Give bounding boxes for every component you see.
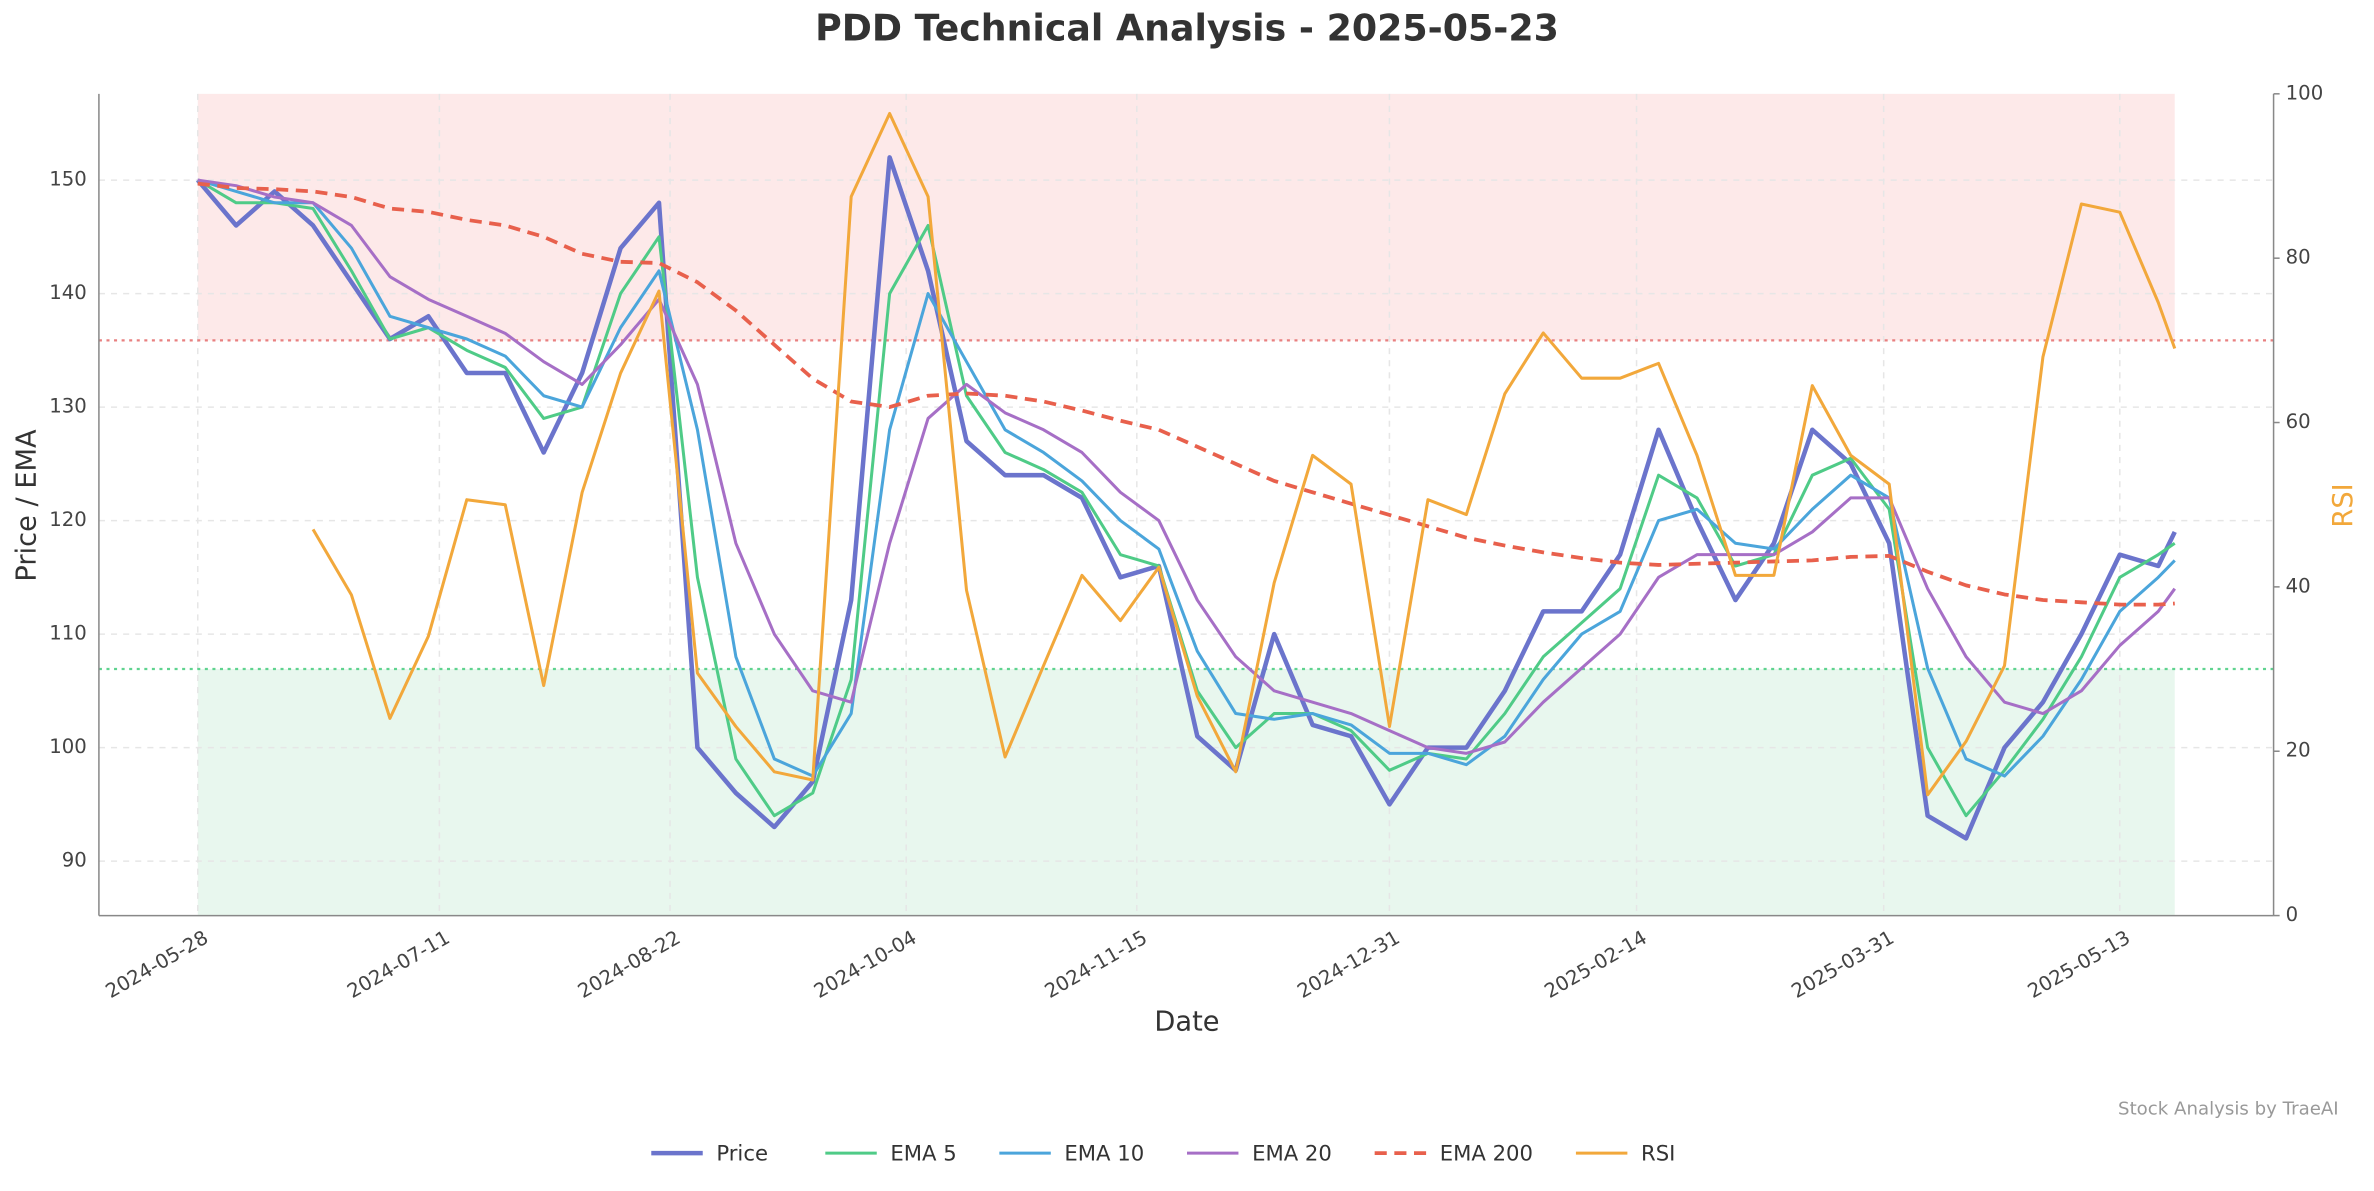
y2-axis-label: RSI [2328, 483, 2359, 527]
legend-label: EMA 20 [1252, 1141, 1332, 1166]
x-tick-label: 2024-12-31 [1293, 926, 1403, 1003]
y2-tick-label: 60 [2286, 410, 2311, 433]
y-axis-label: Price / EMA [11, 429, 42, 582]
legend-label: EMA 10 [1064, 1141, 1144, 1166]
y-tick-label: 120 [49, 508, 87, 531]
series-line [197, 178, 2176, 755]
x-tick-label: 2024-07-11 [343, 926, 453, 1003]
y-tick-label: 110 [49, 622, 87, 645]
watermark: Stock Analysis by TraeAI [2118, 1098, 2339, 1119]
legend-label: EMA 5 [890, 1141, 956, 1166]
x-tick-label: 2025-02-14 [1540, 926, 1650, 1003]
x-tick-label: 2024-10-04 [810, 926, 920, 1003]
x-tick-label: 2024-05-28 [102, 926, 212, 1003]
x-axis-label: Date [1154, 1007, 1219, 1038]
series-line [197, 181, 2175, 607]
series-line [197, 178, 2176, 778]
x-tick-label: 2025-05-13 [2024, 926, 2134, 1003]
x-tick-label: 2025-03-31 [1788, 926, 1898, 1003]
y2-tick-label: 20 [2286, 739, 2311, 762]
chart-title: PDD Technical Analysis - 2025-05-23 [815, 6, 1559, 49]
oversold-zone [197, 669, 2175, 916]
series-line [311, 111, 2177, 797]
x-tick-label: 2024-11-15 [1041, 926, 1151, 1003]
y2-tick-label: 40 [2286, 574, 2311, 597]
legend-label: RSI [1641, 1141, 1675, 1166]
legend-label: EMA 200 [1440, 1141, 1533, 1166]
legend-label: Price [716, 1141, 768, 1166]
overbought-zone [197, 93, 2175, 341]
y-tick-label: 130 [49, 395, 87, 418]
y-tick-label: 90 [62, 849, 87, 872]
y-tick-label: 100 [49, 735, 87, 758]
y-tick-label: 150 [49, 168, 87, 191]
y-tick-label: 140 [49, 281, 87, 304]
y2-tick-label: 100 [2286, 81, 2324, 104]
series-line [195, 155, 2177, 841]
y2-tick-label: 0 [2286, 903, 2299, 926]
y2-tick-label: 80 [2286, 246, 2311, 269]
x-tick-label: 2024-08-22 [574, 926, 684, 1003]
